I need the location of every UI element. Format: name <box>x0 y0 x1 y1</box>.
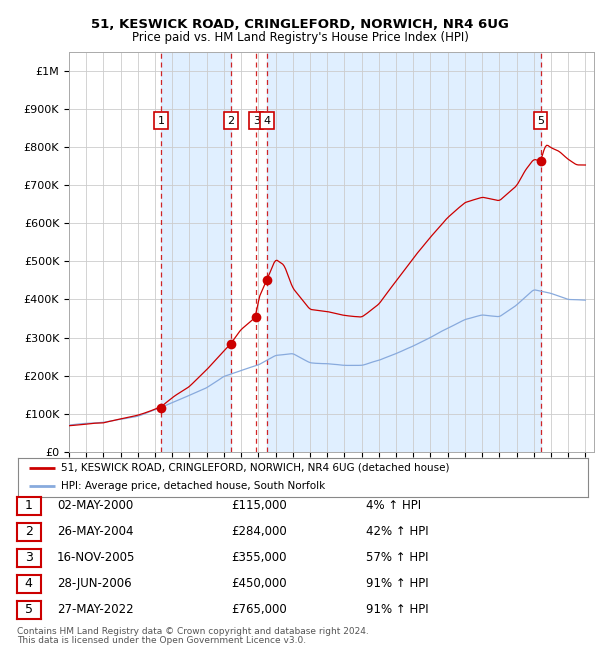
Text: 4: 4 <box>25 577 33 590</box>
Text: 2: 2 <box>227 116 235 125</box>
Text: 4% ↑ HPI: 4% ↑ HPI <box>366 499 421 512</box>
Bar <box>161 52 231 452</box>
Text: 51, KESWICK ROAD, CRINGLEFORD, NORWICH, NR4 6UG (detached house): 51, KESWICK ROAD, CRINGLEFORD, NORWICH, … <box>61 463 449 473</box>
Text: 91% ↑ HPI: 91% ↑ HPI <box>366 577 428 590</box>
Text: 28-JUN-2006: 28-JUN-2006 <box>57 577 131 590</box>
Text: 4: 4 <box>263 116 271 125</box>
Text: 42% ↑ HPI: 42% ↑ HPI <box>366 525 428 538</box>
Text: 5: 5 <box>25 603 33 616</box>
Text: 16-NOV-2005: 16-NOV-2005 <box>57 551 136 564</box>
Text: £284,000: £284,000 <box>231 525 287 538</box>
Text: £355,000: £355,000 <box>231 551 287 564</box>
Text: 3: 3 <box>25 551 33 564</box>
Text: This data is licensed under the Open Government Licence v3.0.: This data is licensed under the Open Gov… <box>17 636 306 645</box>
Text: 2: 2 <box>25 525 33 538</box>
Text: 3: 3 <box>253 116 260 125</box>
Text: £115,000: £115,000 <box>231 499 287 512</box>
Text: 1: 1 <box>157 116 164 125</box>
Text: 27-MAY-2022: 27-MAY-2022 <box>57 603 134 616</box>
Text: Contains HM Land Registry data © Crown copyright and database right 2024.: Contains HM Land Registry data © Crown c… <box>17 627 368 636</box>
Text: £450,000: £450,000 <box>231 577 287 590</box>
Text: 26-MAY-2004: 26-MAY-2004 <box>57 525 133 538</box>
Text: 57% ↑ HPI: 57% ↑ HPI <box>366 551 428 564</box>
Text: £765,000: £765,000 <box>231 603 287 616</box>
Text: 51, KESWICK ROAD, CRINGLEFORD, NORWICH, NR4 6UG: 51, KESWICK ROAD, CRINGLEFORD, NORWICH, … <box>91 18 509 31</box>
Text: Price paid vs. HM Land Registry's House Price Index (HPI): Price paid vs. HM Land Registry's House … <box>131 31 469 44</box>
Bar <box>267 52 541 452</box>
Text: HPI: Average price, detached house, South Norfolk: HPI: Average price, detached house, Sout… <box>61 482 325 491</box>
Text: 5: 5 <box>537 116 544 125</box>
Text: 91% ↑ HPI: 91% ↑ HPI <box>366 603 428 616</box>
Text: 1: 1 <box>25 499 33 512</box>
Text: 02-MAY-2000: 02-MAY-2000 <box>57 499 133 512</box>
